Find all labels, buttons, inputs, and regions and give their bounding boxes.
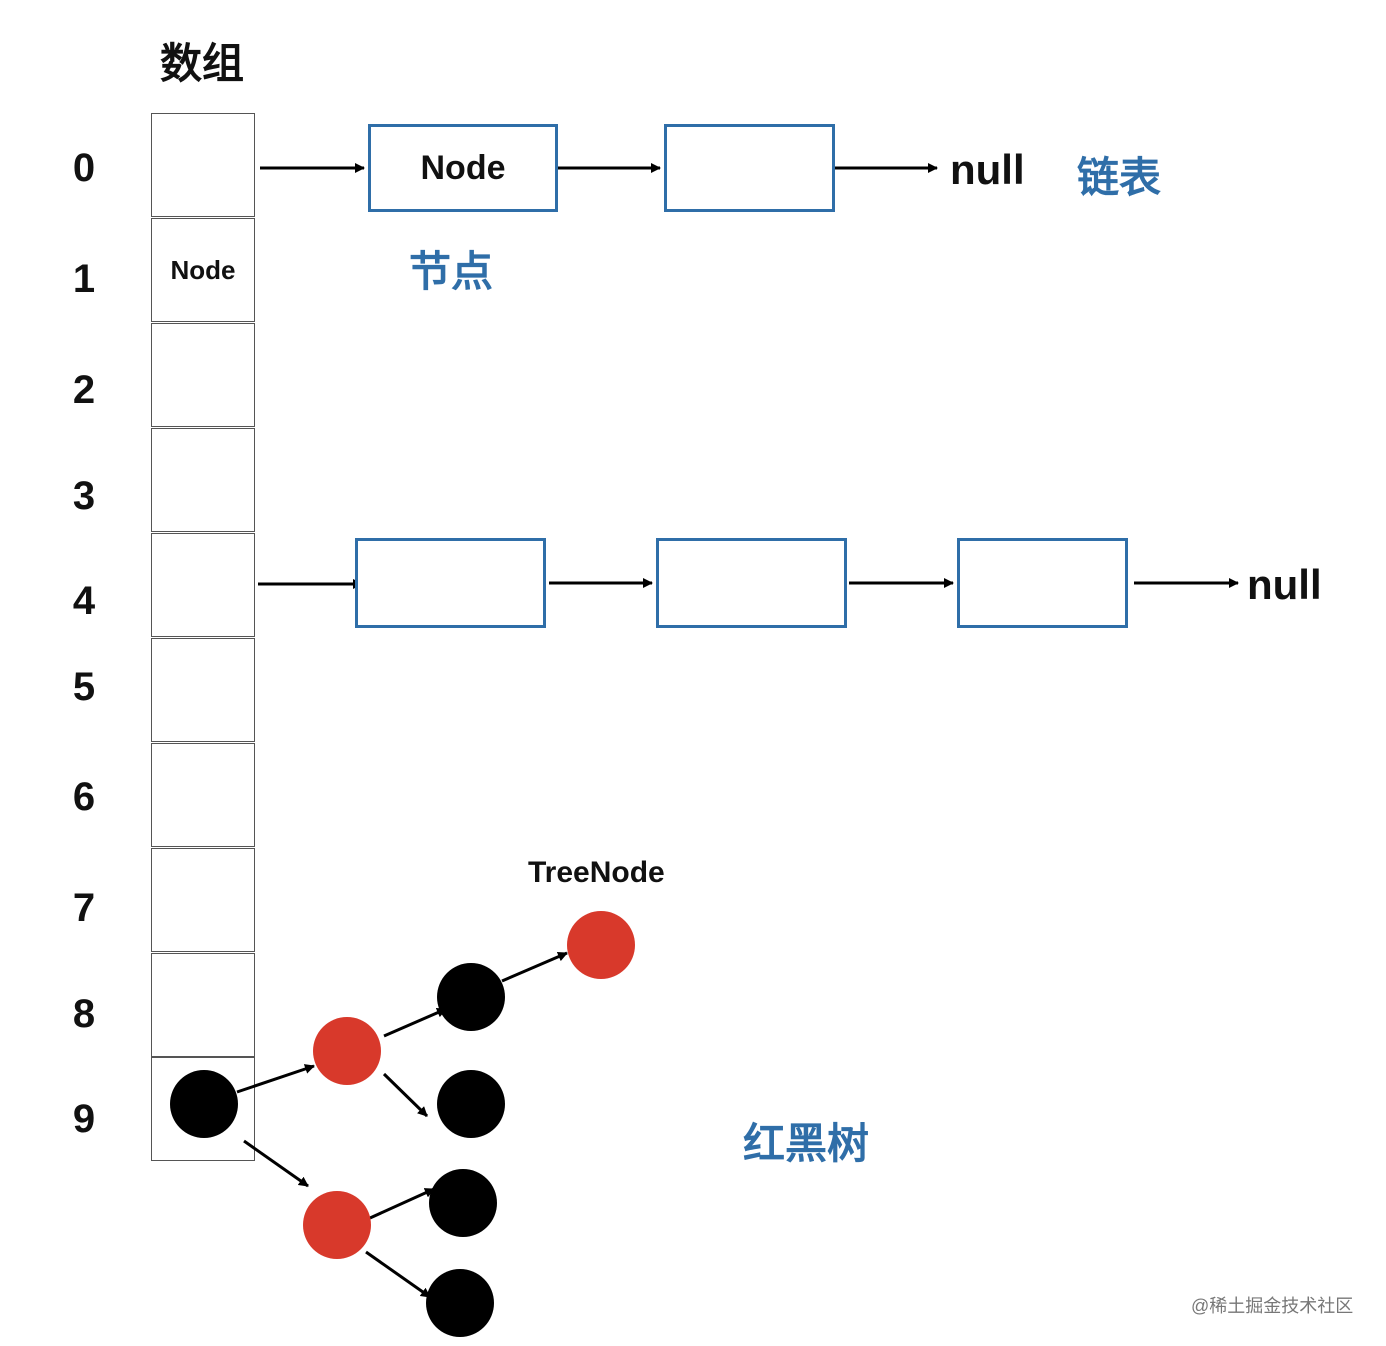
tree-node-black	[437, 963, 505, 1031]
watermark: @稀土掘金技术社区	[1191, 1296, 1354, 1316]
index-label: 4	[72, 579, 96, 623]
index-label: 5	[72, 665, 96, 709]
array-cell: Node	[151, 218, 255, 322]
linked-list-caption: 链表	[1077, 154, 1162, 201]
tree-edge	[383, 1007, 447, 1038]
tree-node-red	[313, 1017, 381, 1085]
tree-edge	[243, 1139, 309, 1188]
tree-node-black	[170, 1070, 238, 1138]
index-label: 0	[72, 146, 96, 190]
index-label: 3	[72, 474, 96, 518]
index-label: 1	[72, 257, 96, 301]
tree-edge	[236, 1064, 315, 1094]
array-title: 数组	[160, 40, 245, 87]
list-node	[664, 124, 835, 212]
array-cell	[151, 953, 255, 1057]
array-cell	[151, 428, 255, 532]
list-node	[656, 538, 847, 628]
list-node	[957, 538, 1128, 628]
tree-edge	[365, 1250, 431, 1299]
index-label: 7	[72, 886, 96, 930]
list-node: Node	[368, 124, 558, 212]
index-label: 6	[72, 775, 96, 819]
tree-node-black	[429, 1169, 497, 1237]
node-caption: 节点	[409, 248, 494, 295]
treenode-label: TreeNode	[528, 856, 665, 889]
array-cell	[151, 743, 255, 847]
array-cell	[151, 113, 255, 217]
tree-edge	[382, 1072, 429, 1118]
tree-node-black	[437, 1070, 505, 1138]
tree-node-red	[303, 1191, 371, 1259]
index-label: 9	[72, 1097, 96, 1141]
array-cell	[151, 533, 255, 637]
tree-node-black	[426, 1269, 494, 1337]
red-black-tree-caption: 红黑树	[743, 1120, 870, 1167]
list-node	[355, 538, 546, 628]
array-cell	[151, 638, 255, 742]
index-label: 8	[72, 992, 96, 1036]
tree-node-red	[567, 911, 635, 979]
null-label: null	[950, 146, 1025, 193]
null-label: null	[1247, 561, 1322, 608]
tree-edge	[369, 1187, 435, 1220]
array-cell	[151, 848, 255, 952]
array-cell	[151, 323, 255, 427]
index-label: 2	[72, 368, 96, 412]
tree-edge	[501, 951, 568, 983]
